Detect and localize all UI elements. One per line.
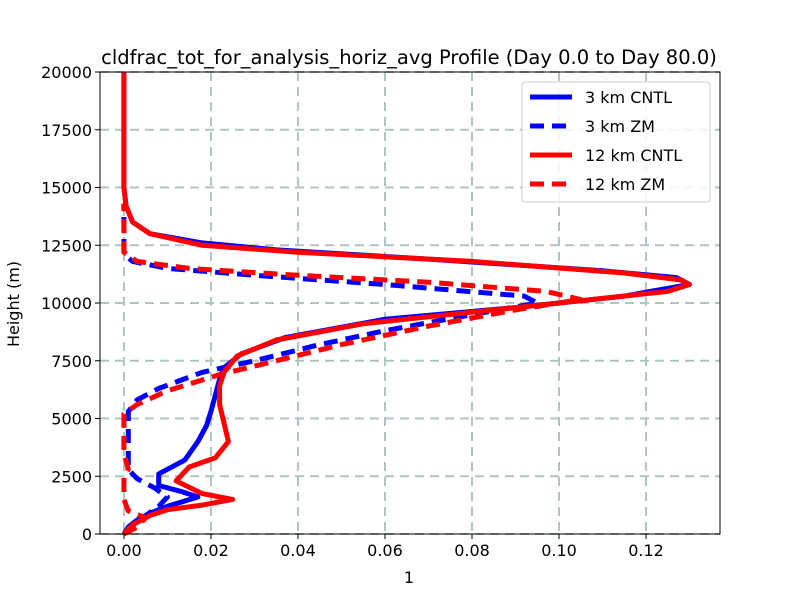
y-tick-label: 5000 (51, 410, 92, 429)
legend-label: 3 km ZM (585, 117, 655, 136)
x-tick-label: 0.06 (367, 541, 403, 560)
x-tick-label: 0.04 (280, 541, 316, 560)
legend-label: 12 km ZM (585, 175, 665, 194)
x-tick-label: 0.08 (454, 541, 490, 560)
y-tick-label: 7500 (51, 352, 92, 371)
y-tick-label: 2500 (51, 467, 92, 486)
y-axis-ticks: 0 2500 5000 7500 10000 12500 15000 17500 20000 (41, 63, 100, 544)
x-tick-label: 0.10 (541, 541, 577, 560)
series-line-4 (121, 203, 584, 537)
x-tick-label: 0.00 (106, 541, 142, 560)
y-tick-label: 20000 (41, 63, 92, 82)
chart-title: cldfrac_tot_for_analysis_horiz_avg Profi… (101, 46, 717, 69)
y-axis-label: Height (m) (4, 261, 23, 347)
y-tick-label: 0 (82, 525, 92, 544)
x-tick-label: 0.12 (628, 541, 664, 560)
legend-box (521, 81, 711, 203)
y-tick-label: 12500 (41, 236, 92, 255)
x-axis-ticks: 0.00 0.02 0.04 0.06 0.08 0.10 0.12 (106, 534, 664, 560)
legend-label: 12 km CNTL (585, 146, 682, 165)
legend: 3 km CNTL 3 km ZM 12 km CNTL 12 km ZM (521, 81, 711, 203)
grid (100, 71, 720, 535)
legend-label: 3 km CNTL (585, 88, 672, 107)
x-axis-label: 1 (404, 568, 414, 587)
y-tick-label: 17500 (41, 121, 92, 140)
x-tick-label: 0.02 (193, 541, 229, 560)
series-line-3 (121, 72, 692, 536)
y-tick-label: 15000 (41, 179, 92, 198)
series-lines (121, 72, 692, 537)
y-tick-label: 10000 (41, 294, 92, 313)
